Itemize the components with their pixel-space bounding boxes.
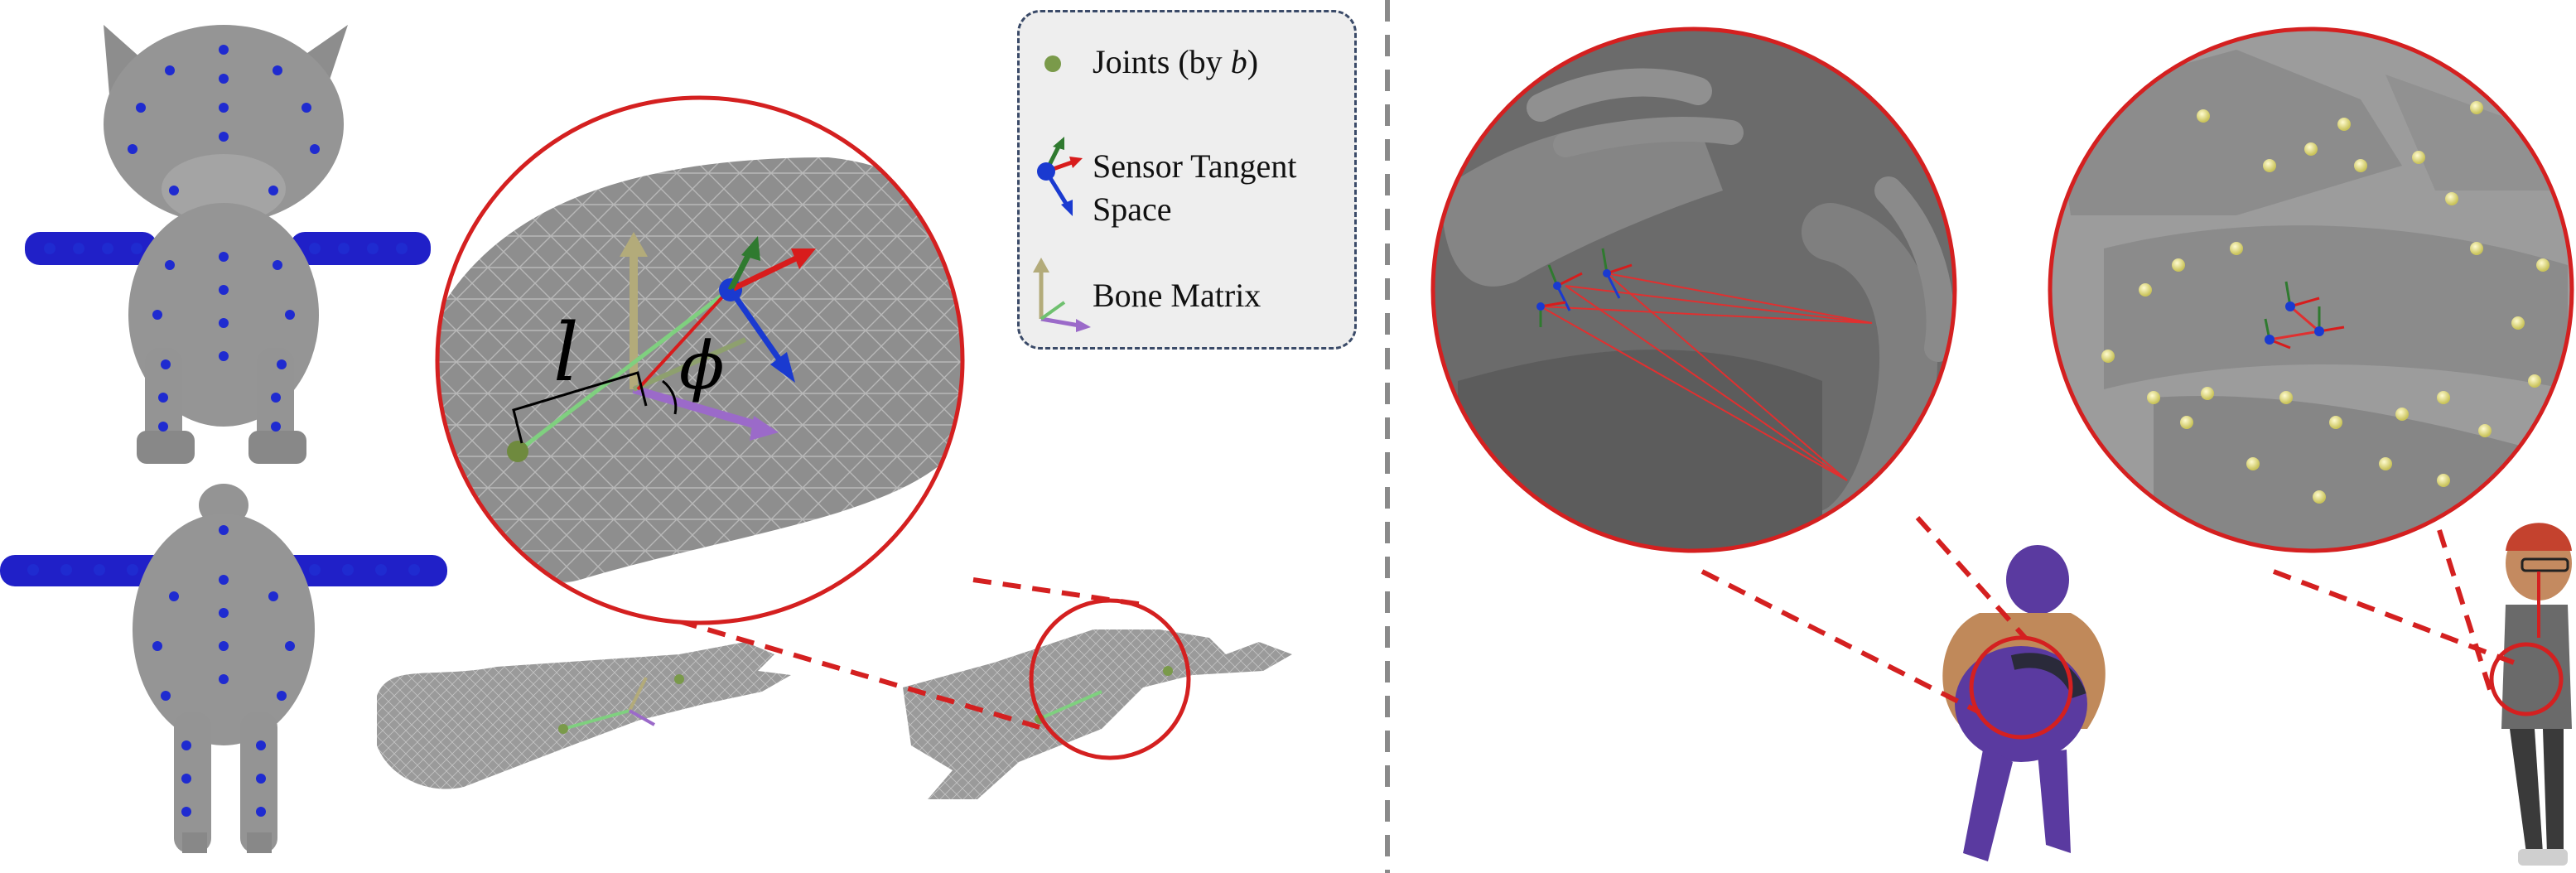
zoom-circle-translucent (2048, 27, 2574, 553)
zoom-connector-c1 (2272, 569, 2516, 665)
character-mesh-top (25, 25, 431, 464)
zoom-circle-hands (1430, 27, 1957, 553)
zoom-connector-b1 (1700, 569, 1981, 715)
wrestler-character (1942, 545, 2106, 861)
legend-item-sensor: Sensor Tangent Space (1020, 128, 1354, 228)
legend-bone-label: Bone Matrix (1093, 277, 1261, 314)
legend-joints-label: Joints (by b) (1093, 41, 1258, 84)
zoom-circle-arm (435, 95, 965, 625)
zoom-connector-b2 (1915, 515, 2028, 640)
length-symbol: l (553, 306, 579, 399)
legend-joints-var: b (1230, 43, 1247, 80)
zoom-connector-a2 (678, 619, 1040, 730)
small-zoom-circle (1029, 598, 1191, 760)
bone-matrix-icon (1033, 258, 1091, 332)
legend-item-joints: Joints (by b) (1020, 41, 1354, 90)
legend-joints-suffix: ) (1247, 43, 1259, 80)
character-mesh-bottom (0, 484, 447, 853)
legend-item-bone: Bone Matrix (1020, 244, 1354, 335)
arm-mesh-left (377, 642, 791, 789)
legend-joints-prefix: Joints (by (1093, 43, 1231, 80)
boy-character (2501, 523, 2572, 866)
wrestler-zoom-circle (1969, 635, 2073, 740)
arm-mesh-right (903, 629, 1292, 799)
legend-sensor-line2: Space (1093, 191, 1172, 228)
legend: Joints (by b) Sensor Tangent Space Bone … (1017, 10, 1357, 350)
boy-zoom-circle (2489, 642, 2564, 716)
angle-symbol: ϕ (679, 327, 725, 404)
zoom-connector-c2 (2437, 529, 2496, 701)
joint-dot-icon (1044, 55, 1061, 72)
legend-sensor-line1: Sensor Tangent (1093, 147, 1297, 185)
tangent-space-icon (1037, 137, 1083, 216)
